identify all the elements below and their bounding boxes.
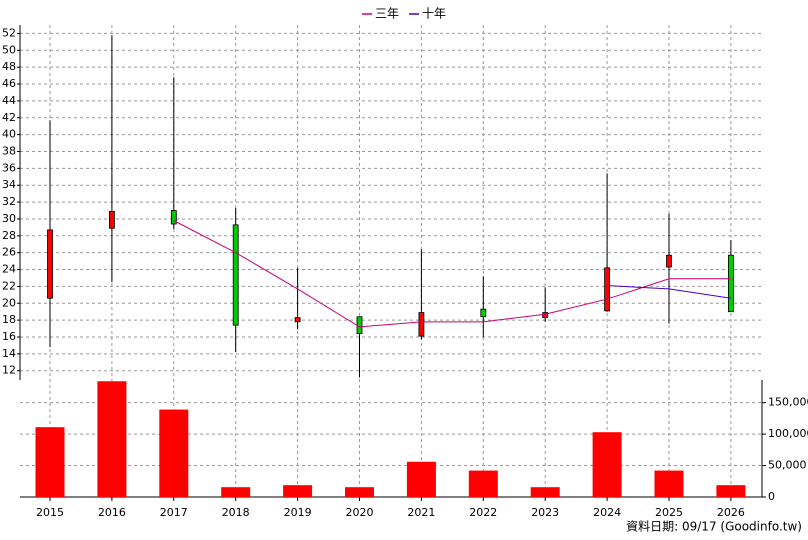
legend-label: 十年 <box>422 7 446 21</box>
candle-body <box>604 267 610 312</box>
y2-tick-label: 50,000 <box>768 459 807 472</box>
y2-tick-label: 150,000 <box>768 396 808 409</box>
candle-body <box>294 317 301 323</box>
volume-bar <box>35 427 65 497</box>
y2-tick-label: 0 <box>768 490 775 503</box>
x-tick-label: 2021 <box>407 506 435 519</box>
candle-body <box>47 229 53 299</box>
y-tick-label: 30 <box>2 212 16 225</box>
y-tick-label: 22 <box>2 279 16 292</box>
y-tick-label: 52 <box>2 26 16 39</box>
y2-tick-label: 100,000 <box>768 427 808 440</box>
volume-bar <box>716 485 746 497</box>
x-tick-label: 2018 <box>222 506 250 519</box>
line-series <box>607 285 731 299</box>
y-tick-label: 48 <box>2 60 16 73</box>
y-tick-label: 24 <box>2 263 16 276</box>
y-tick-label: 40 <box>2 128 16 141</box>
x-tick-label: 2016 <box>98 506 126 519</box>
volume-bar <box>654 470 684 497</box>
candle-body <box>542 312 549 319</box>
volume-bar <box>283 485 313 497</box>
x-tick-label: 2015 <box>36 506 64 519</box>
x-tick-label: 2019 <box>284 506 312 519</box>
y-tick-label: 28 <box>2 229 16 242</box>
y-tick-label: 44 <box>2 94 16 107</box>
y-tick-label: 38 <box>2 144 16 157</box>
x-tick-label: 2023 <box>531 506 559 519</box>
volume-bar <box>468 470 498 497</box>
y-tick-label: 32 <box>2 195 16 208</box>
y-tick-label: 36 <box>2 161 16 174</box>
candle-body <box>666 254 672 268</box>
y-tick-label: 14 <box>2 347 16 360</box>
y-tick-label: 26 <box>2 246 16 259</box>
x-tick-label: 2022 <box>469 506 497 519</box>
line-series <box>173 220 731 328</box>
x-tick-label: 2024 <box>593 506 621 519</box>
x-tick-label: 2026 <box>717 506 745 519</box>
y-tick-label: 42 <box>2 111 16 124</box>
y-tick-label: 46 <box>2 77 16 90</box>
y-tick-label: 12 <box>2 364 16 377</box>
y-tick-label: 34 <box>2 178 16 191</box>
candle-body <box>418 312 425 337</box>
candle-body <box>356 316 363 335</box>
candle-body <box>232 224 239 326</box>
volume-bar <box>406 461 436 497</box>
candle-body <box>728 254 734 313</box>
volume-bar <box>97 381 127 497</box>
candle-body <box>109 210 115 229</box>
y-tick-label: 16 <box>2 330 16 343</box>
volume-bar <box>159 409 189 497</box>
volume-bar <box>592 432 622 497</box>
x-tick-label: 2025 <box>655 506 683 519</box>
volume-bar <box>345 487 374 497</box>
footer: 資料日期: 09/17 (Goodinfo.tw) <box>626 520 802 534</box>
y-tick-label: 50 <box>2 43 16 56</box>
y-tick-label: 18 <box>2 313 16 326</box>
candle-body <box>480 308 487 318</box>
y-tick-label: 20 <box>2 296 16 309</box>
volume-bar <box>530 487 560 497</box>
volume-bar <box>221 487 251 497</box>
candle-body <box>170 210 177 225</box>
x-tick-label: 2017 <box>160 506 188 519</box>
x-tick-label: 2020 <box>346 506 374 519</box>
legend-label: 三年 <box>375 7 399 21</box>
